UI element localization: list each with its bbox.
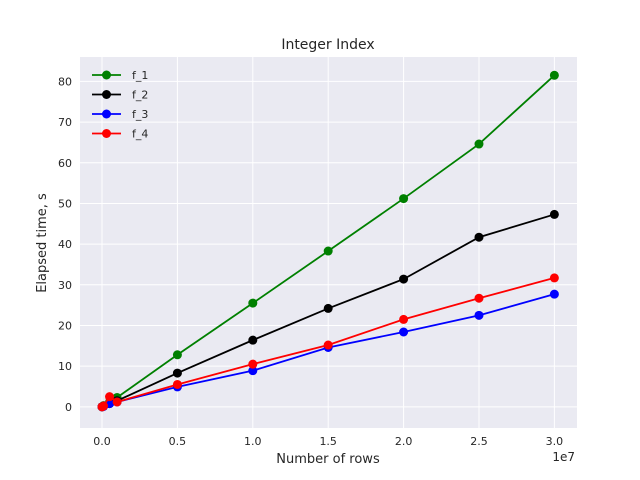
data-point-f_4 [112,397,122,407]
x-tick-label: 3.0 [546,435,564,448]
y-tick-label: 80 [58,75,72,88]
data-point-f_3 [549,289,559,299]
y-tick-label: 60 [58,157,72,170]
data-point-f_2 [172,368,182,378]
data-point-f_4 [172,379,182,389]
data-point-f_4 [549,273,559,283]
data-point-f_1 [323,246,333,256]
y-tick-label: 20 [58,319,72,332]
data-point-f_2 [474,232,484,242]
data-point-f_1 [172,350,182,360]
data-point-f_3 [399,327,409,337]
legend-label: f_2 [132,89,148,102]
data-point-f_4 [248,359,258,369]
data-point-f_2 [549,209,559,219]
series-line-f_4 [101,277,555,408]
legend-marker-f_3 [102,109,111,119]
y-tick-label: 30 [58,279,72,292]
data-point-f_2 [248,335,258,345]
x-tick-label: 0.0 [93,435,111,448]
x-tick-label: 2.5 [470,435,488,448]
data-point-f_1 [549,70,559,80]
x-tick-label: 2.0 [395,435,413,448]
legend-marker-f_1 [102,70,111,80]
y-tick-label: 0 [65,401,72,414]
x-axis-label: Number of rows [276,452,380,467]
data-point-f_3 [248,366,258,376]
x-tick-label: 1.5 [319,435,337,448]
data-point-f_4 [99,401,109,411]
y-tick-label: 70 [58,116,72,129]
y-tick-label: 40 [58,238,72,251]
x-tick-label: 1.0 [244,435,262,448]
chart-title: Integer Index [281,37,374,53]
y-tick-label: 10 [58,360,72,373]
data-point-f_4 [474,293,484,303]
data-point-f_1 [474,139,484,149]
data-point-f_1 [399,194,409,204]
data-point-f_2 [399,274,409,284]
legend-label: f_4 [132,128,148,141]
data-point-f_2 [323,303,333,313]
legend-marker-f_4 [102,129,111,138]
legend-label: f_1 [132,69,148,82]
y-tick-label: 50 [58,197,72,210]
data-point-f_3 [474,310,484,320]
legend-label: f_3 [132,108,148,121]
data-point-f_1 [248,298,258,308]
data-point-f_4 [399,314,409,324]
x-tick-label: 0.5 [169,435,187,448]
legend-marker-f_2 [102,90,111,99]
data-point-f_4 [105,392,115,402]
x-offset-label: 1e7 [552,450,575,464]
data-point-f_4 [323,340,333,350]
y-axis-label: Elapsed time, s [35,193,50,293]
